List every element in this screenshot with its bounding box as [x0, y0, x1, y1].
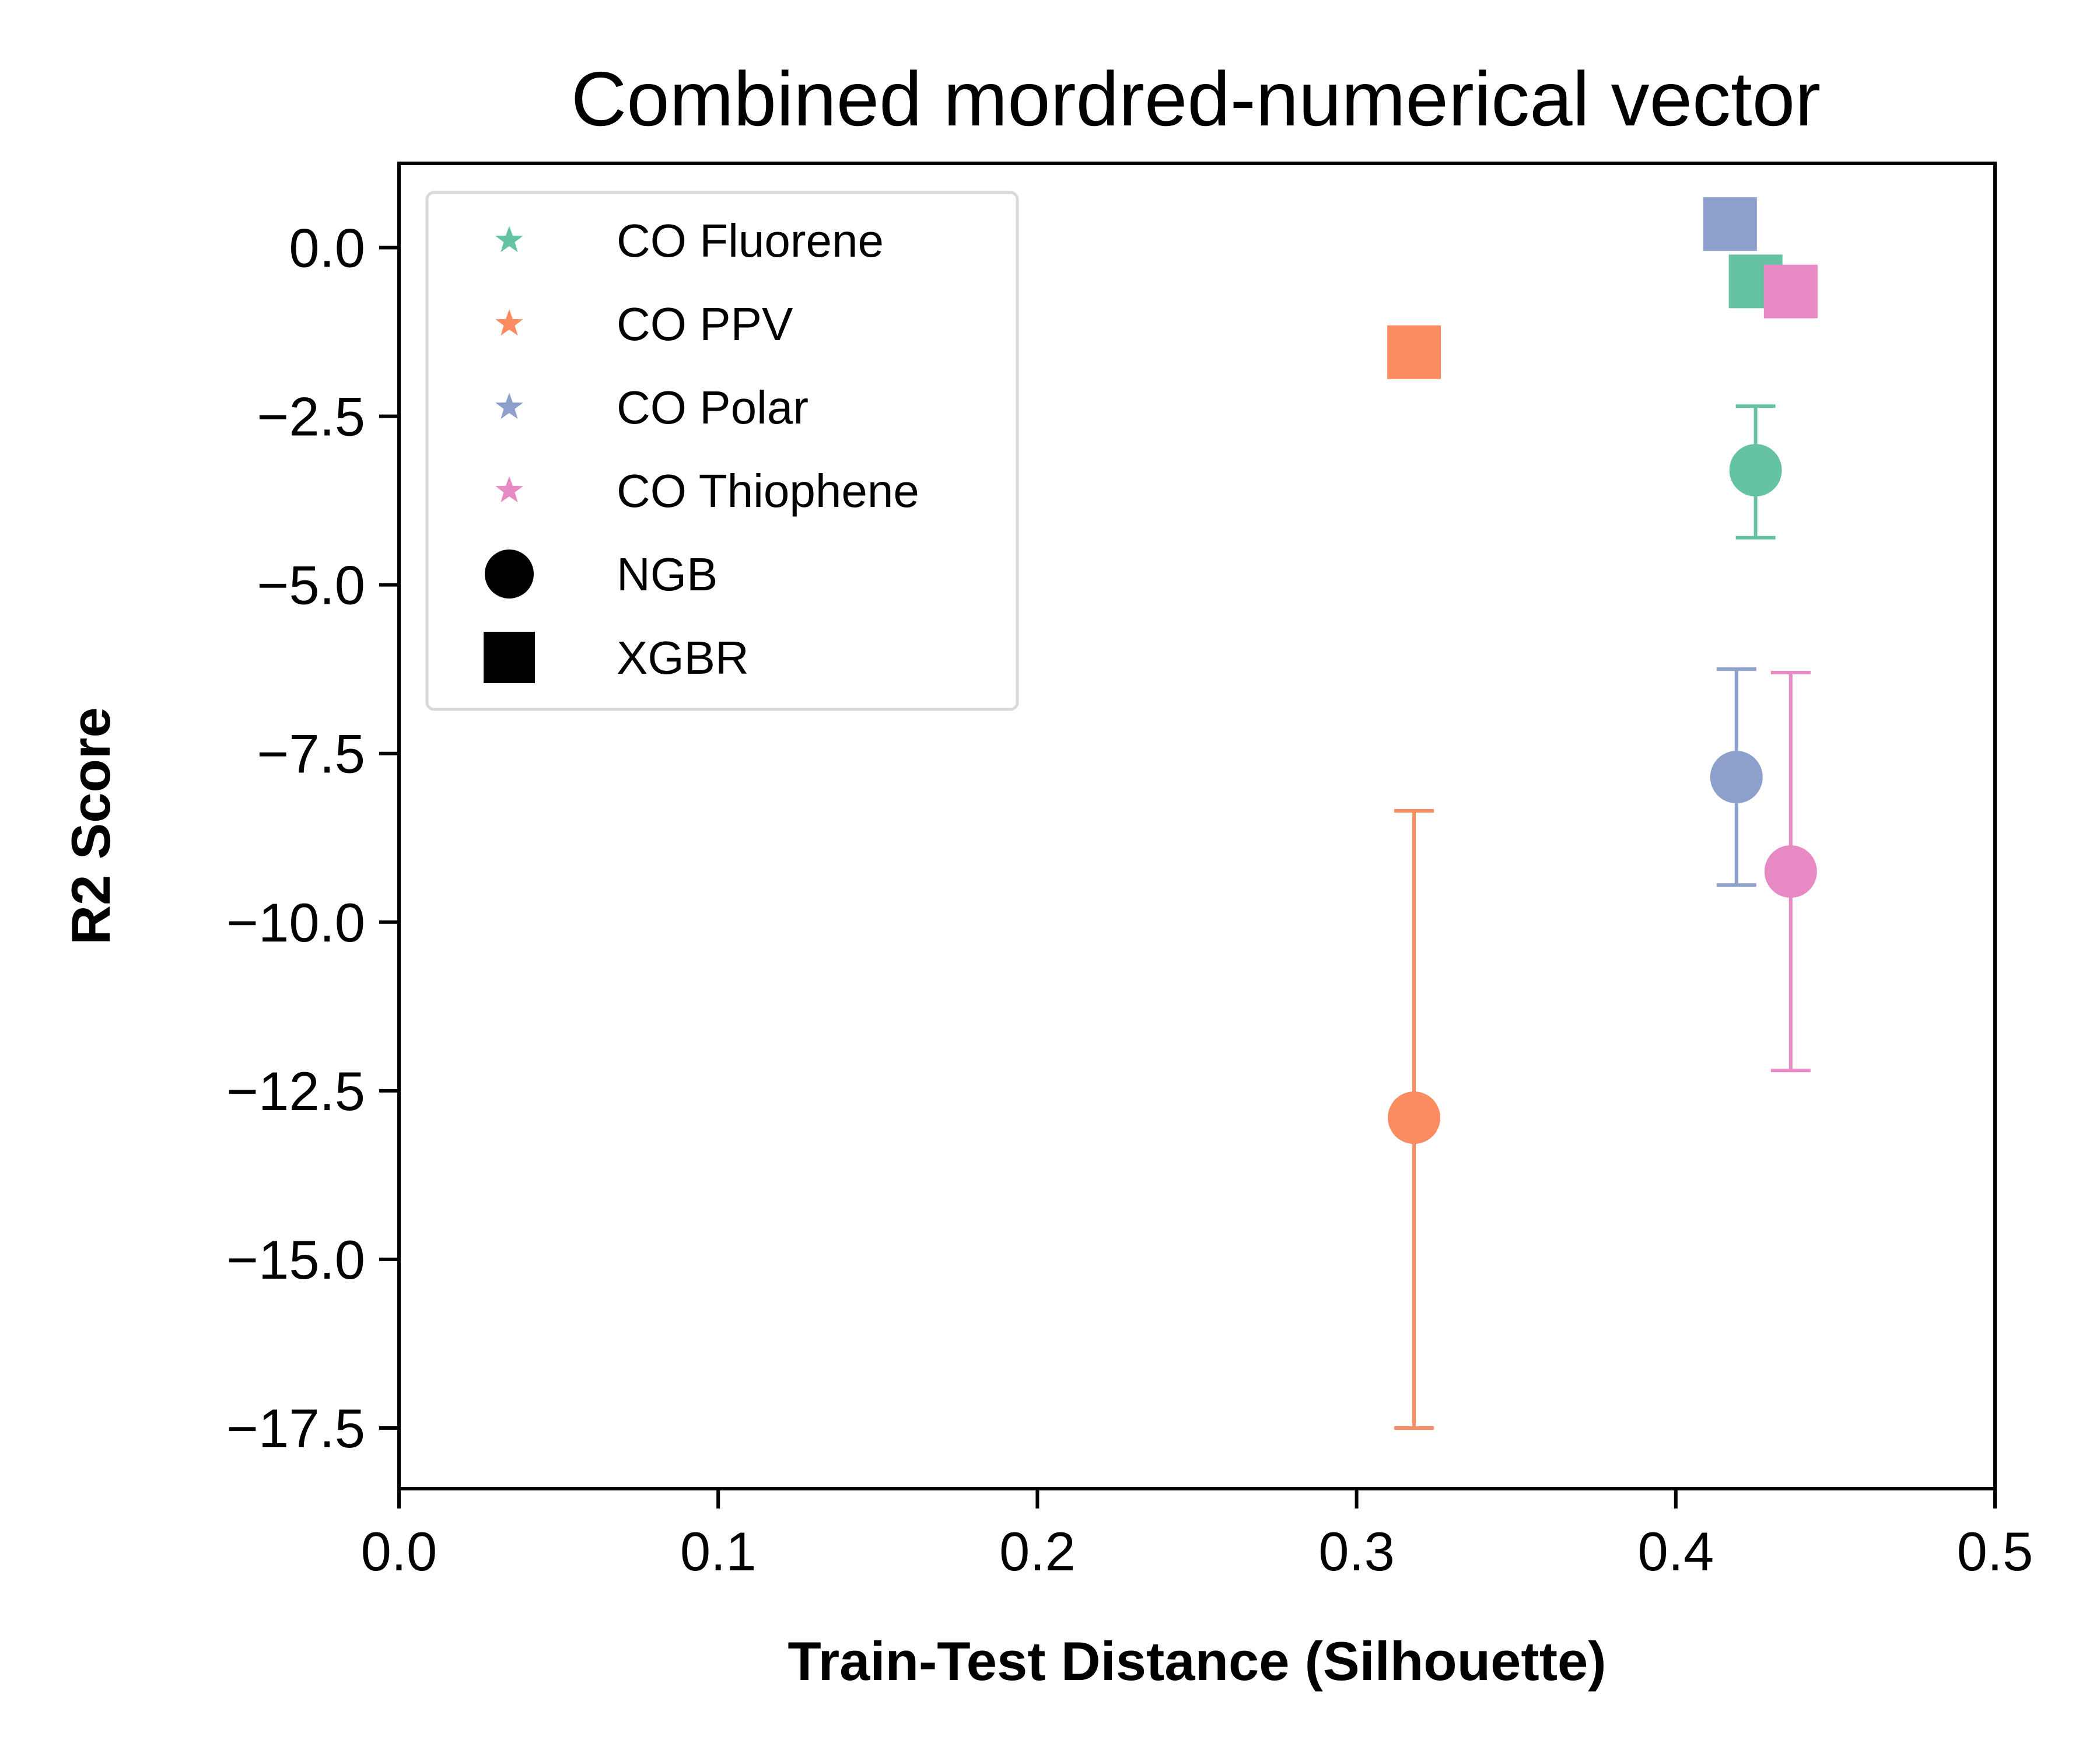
y-axis: 0.0 −2.5 −5.0 −7.5 −10.0 −12.5 −15.0 −17.5 [226, 218, 399, 1459]
y-tick-label: 0.0 [289, 218, 365, 279]
y-tick-label: −5.0 [257, 555, 365, 616]
y-tick-label: −12.5 [226, 1060, 365, 1122]
y-tick-label: −2.5 [257, 386, 365, 447]
legend-marker-co-thiophene [495, 476, 523, 503]
point-co-polar-xgbr [1703, 197, 1757, 251]
chart-title: Combined mordred-numerical vector [571, 56, 1821, 142]
x-axis-label: Train-Test Distance (Silhouette) [788, 1630, 1606, 1692]
legend-label-xgbr: XGBR [617, 632, 749, 684]
point-co-thiophene-ngb [1764, 845, 1817, 898]
x-axis: 0.0 0.1 0.2 0.3 0.4 0.5 [361, 1489, 2034, 1582]
legend-marker-co-fluorene [495, 226, 523, 253]
point-co-polar-ngb [1710, 751, 1763, 804]
plot-frame [397, 162, 1997, 1490]
x-tick-label: 0.4 [1637, 1521, 1714, 1582]
legend-label-ngb: NGB [617, 548, 718, 600]
x-tick-label: 0.2 [999, 1521, 1076, 1582]
x-tick-label: 0.1 [680, 1521, 757, 1582]
legend-marker-co-polar [495, 393, 523, 419]
legend-label-co-polar: CO Polar [617, 382, 808, 433]
x-tick-label: 0.3 [1318, 1521, 1395, 1582]
y-axis-label: R2 Score [60, 707, 121, 945]
legend-marker-co-ppv [495, 309, 523, 336]
legend-label-co-ppv: CO PPV [617, 298, 793, 350]
point-co-ppv-xgbr [1387, 325, 1441, 379]
legend-label-co-thiophene: CO Thiophene [617, 465, 919, 517]
y-tick-label: −10.0 [226, 892, 365, 953]
point-co-ppv-ngb [1388, 1091, 1441, 1144]
x-tick-label: 0.0 [361, 1521, 438, 1582]
y-tick-label: −15.0 [226, 1229, 365, 1290]
point-co-fluorene-ngb [1729, 444, 1782, 497]
legend-frame [425, 191, 1019, 711]
x-tick-label: 0.5 [1957, 1521, 2034, 1582]
legend: CO Fluorene CO PPV CO Polar CO Thiophene NGB… [425, 191, 1019, 711]
legend-marker-ngb [485, 550, 534, 598]
data-marks [1387, 197, 1818, 1430]
y-tick-label: −7.5 [257, 723, 365, 785]
y-tick-label: −17.5 [226, 1398, 365, 1459]
legend-label-co-fluorene: CO Fluorene [617, 215, 884, 267]
legend-marker-xgbr [484, 632, 535, 683]
point-co-thiophene-xgbr [1763, 264, 1818, 318]
